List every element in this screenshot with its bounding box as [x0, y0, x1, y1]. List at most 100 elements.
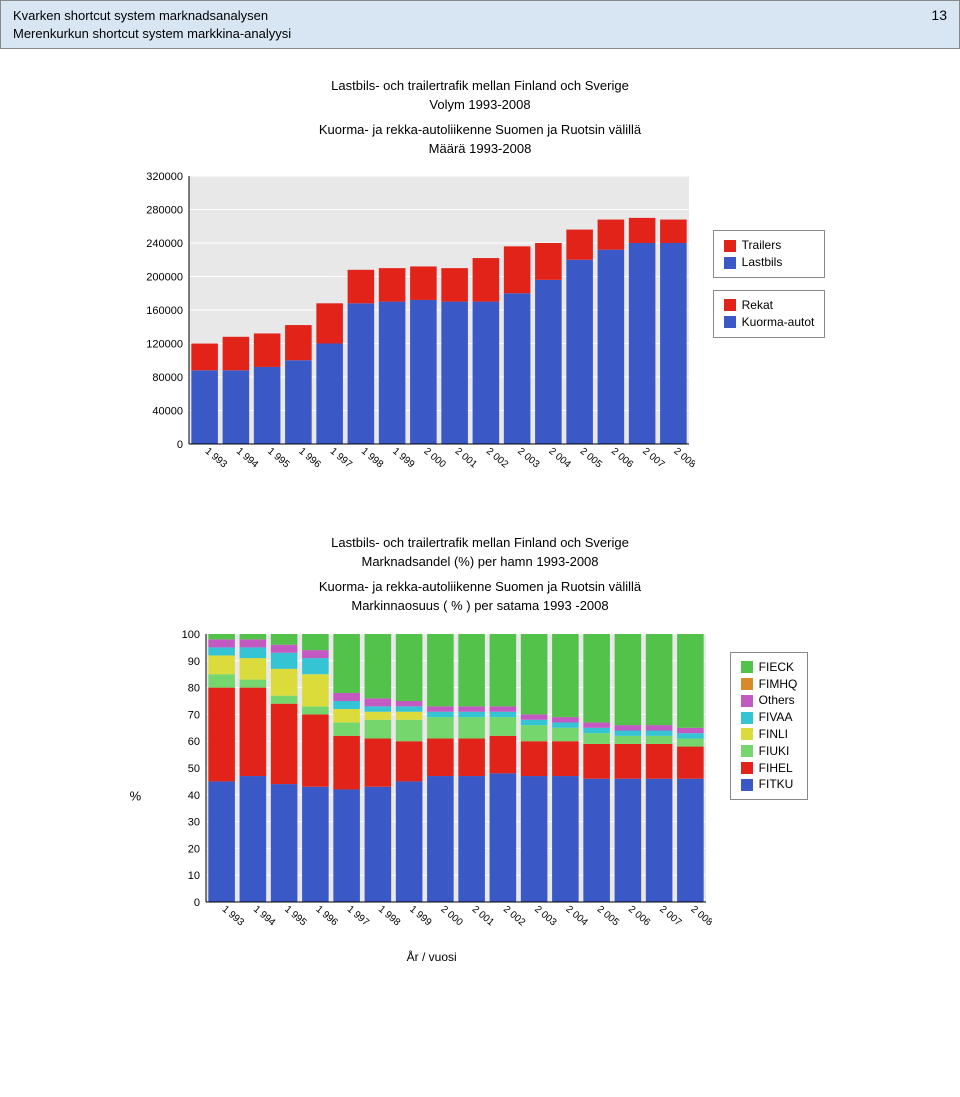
- legend-swatch: [741, 779, 753, 791]
- svg-text:2 001: 2 001: [469, 904, 496, 929]
- legend-item: Trailers: [724, 237, 815, 254]
- svg-text:0: 0: [194, 897, 200, 909]
- legend-swatch: [741, 712, 753, 724]
- svg-text:100: 100: [181, 629, 199, 641]
- svg-text:1 994: 1 994: [234, 446, 261, 471]
- svg-text:280000: 280000: [146, 205, 183, 217]
- chart-2-pct-label: %: [130, 788, 142, 803]
- svg-text:1 996: 1 996: [296, 446, 323, 471]
- legend-swatch: [741, 695, 753, 707]
- svg-text:80000: 80000: [152, 372, 183, 384]
- svg-text:2 001: 2 001: [452, 446, 479, 471]
- legend-label: Others: [759, 692, 795, 709]
- svg-text:30: 30: [187, 816, 199, 828]
- chart-1-title-2: Volym 1993-2008: [40, 96, 920, 115]
- legend-label: Rekat: [742, 297, 773, 314]
- svg-text:2 004: 2 004: [546, 446, 573, 471]
- legend-swatch: [724, 299, 736, 311]
- legend-swatch: [724, 316, 736, 328]
- header-line-2: Merenkurkun shortcut system markkina-ana…: [13, 25, 291, 43]
- svg-text:0: 0: [177, 439, 183, 451]
- svg-text:80: 80: [187, 682, 199, 694]
- chart-2-x-caption: År / vuosi: [152, 950, 712, 964]
- chart-1-svg: 0400008000012000016000020000024000028000…: [135, 170, 695, 490]
- legend-label: FIVAA: [759, 709, 793, 726]
- svg-text:240000: 240000: [146, 238, 183, 250]
- svg-text:2 005: 2 005: [577, 446, 604, 471]
- svg-text:1 994: 1 994: [251, 904, 278, 929]
- svg-text:1 996: 1 996: [313, 904, 340, 929]
- svg-text:70: 70: [187, 709, 199, 721]
- legend-item: FINLI: [741, 726, 798, 743]
- legend-label: FITKU: [759, 776, 794, 793]
- svg-text:2 006: 2 006: [626, 904, 653, 929]
- legend-label: FIHEL: [759, 760, 793, 777]
- chart-1-title-3: Kuorma- ja rekka-autoliikenne Suomen ja …: [40, 121, 920, 140]
- svg-text:2 008: 2 008: [688, 904, 712, 929]
- svg-text:160000: 160000: [146, 305, 183, 317]
- svg-text:2 008: 2 008: [671, 446, 695, 471]
- chart-1-row: 0400008000012000016000020000024000028000…: [40, 170, 920, 490]
- legend-item: FIUKI: [741, 743, 798, 760]
- svg-text:40000: 40000: [152, 406, 183, 418]
- legend-swatch: [724, 240, 736, 252]
- chart-2-title-2: Marknadsandel (%) per hamn 1993-2008: [40, 553, 920, 572]
- svg-text:2 006: 2 006: [609, 446, 636, 471]
- legend-item: Others: [741, 692, 798, 709]
- svg-text:1 997: 1 997: [327, 446, 354, 471]
- chart-2-title-3: Kuorma- ja rekka-autoliikenne Suomen ja …: [40, 578, 920, 597]
- legend-label: FIECK: [759, 659, 794, 676]
- svg-text:320000: 320000: [146, 171, 183, 183]
- chart-2-legend: FIECKFIMHQOthersFIVAAFINLIFIUKIFIHELFITK…: [730, 652, 809, 800]
- legend-label: Lastbils: [742, 254, 783, 271]
- header-titles: Kvarken shortcut system marknadsanalysen…: [13, 7, 291, 42]
- chart-2-svg: 01020304050607080901001 9931 9941 9951 9…: [152, 628, 712, 948]
- chart-1-legend-a: TrailersLastbils: [713, 230, 826, 278]
- chart-2-title-4: Markinnaosuus ( % ) per satama 1993 -200…: [40, 597, 920, 616]
- legend-item: Rekat: [724, 297, 815, 314]
- svg-text:2 002: 2 002: [484, 446, 511, 471]
- chart-1-title-1: Lastbils- och trailertrafik mellan Finla…: [40, 77, 920, 96]
- legend-label: FIUKI: [759, 743, 790, 760]
- legend-item: FIECK: [741, 659, 798, 676]
- legend-swatch: [741, 678, 753, 690]
- chart-2-wrap: % 01020304050607080901001 9931 9941 9951…: [152, 628, 712, 964]
- svg-text:1 997: 1 997: [344, 904, 371, 929]
- page-number: 13: [931, 7, 947, 23]
- svg-text:2 003: 2 003: [515, 446, 542, 471]
- legend-label: FINLI: [759, 726, 788, 743]
- svg-text:2 007: 2 007: [640, 446, 667, 471]
- legend-item: FIMHQ: [741, 676, 798, 693]
- svg-text:200000: 200000: [146, 272, 183, 284]
- svg-text:2 000: 2 000: [438, 904, 465, 929]
- chart-1-legend-b: RekatKuorma-autot: [713, 290, 826, 338]
- svg-text:50: 50: [187, 763, 199, 775]
- svg-text:1 993: 1 993: [219, 904, 246, 929]
- legend-item: FITKU: [741, 776, 798, 793]
- svg-text:10: 10: [187, 870, 199, 882]
- svg-text:1 999: 1 999: [407, 904, 434, 929]
- svg-text:40: 40: [187, 790, 199, 802]
- legend-item: FIHEL: [741, 760, 798, 777]
- legend-item: FIVAA: [741, 709, 798, 726]
- legend-swatch: [741, 661, 753, 673]
- chart-2-row: % 01020304050607080901001 9931 9941 9951…: [40, 628, 920, 964]
- chart-1-title-4: Määrä 1993-2008: [40, 140, 920, 159]
- chart-2-legends: FIECKFIMHQOthersFIVAAFINLIFIUKIFIHELFITK…: [730, 652, 809, 800]
- svg-text:60: 60: [187, 736, 199, 748]
- svg-text:2 000: 2 000: [421, 446, 448, 471]
- header-line-1: Kvarken shortcut system marknadsanalysen: [13, 7, 291, 25]
- svg-text:2 003: 2 003: [532, 904, 559, 929]
- chart-1-block: Lastbils- och trailertrafik mellan Finla…: [0, 77, 960, 490]
- svg-text:20: 20: [187, 843, 199, 855]
- chart-1-titles: Lastbils- och trailertrafik mellan Finla…: [40, 77, 920, 158]
- svg-text:1 995: 1 995: [282, 904, 309, 929]
- legend-item: Kuorma-autot: [724, 314, 815, 331]
- chart-2-title-1: Lastbils- och trailertrafik mellan Finla…: [40, 534, 920, 553]
- chart-1-legends: TrailersLastbils RekatKuorma-autot: [713, 230, 826, 337]
- legend-swatch: [741, 745, 753, 757]
- svg-text:2 007: 2 007: [657, 904, 684, 929]
- chart-2-titles: Lastbils- och trailertrafik mellan Finla…: [40, 534, 920, 615]
- svg-text:1 998: 1 998: [359, 446, 386, 471]
- page-header: Kvarken shortcut system marknadsanalysen…: [0, 0, 960, 49]
